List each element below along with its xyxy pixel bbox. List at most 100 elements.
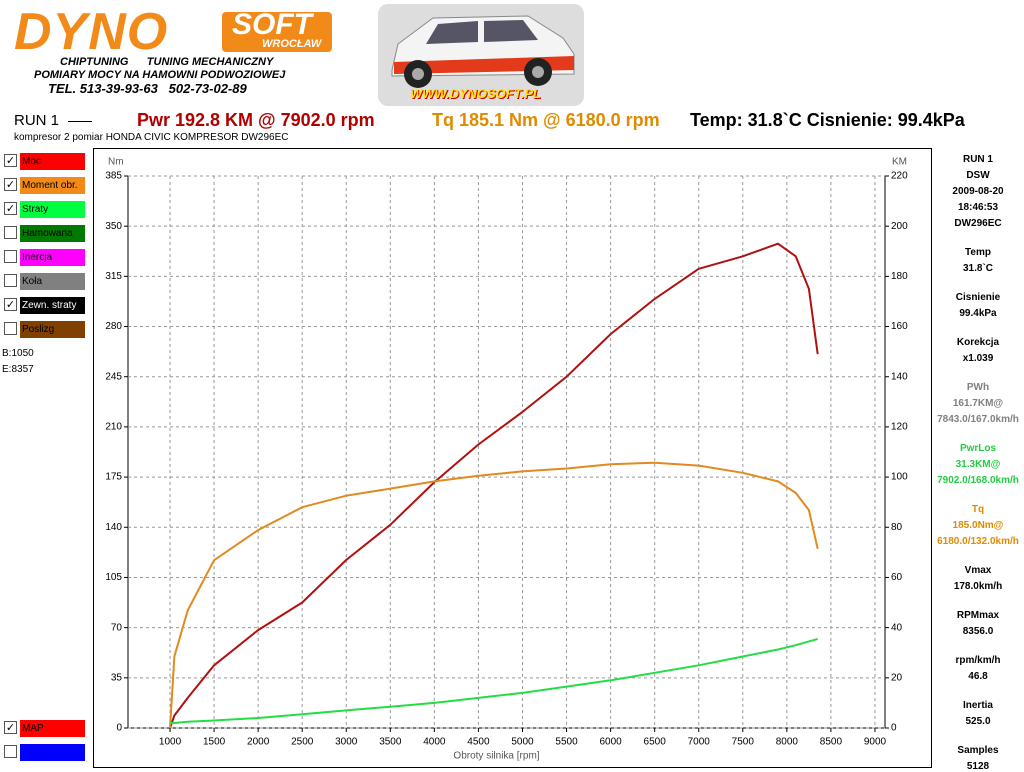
conditions: Temp: 31.8`C Cisnienie: 99.4kPa	[690, 110, 965, 130]
x-tick-label: 5000	[511, 737, 534, 748]
y2-tick-label: 20	[891, 672, 903, 683]
toggle-label: Straty	[20, 201, 85, 218]
checkbox[interactable]	[4, 250, 17, 263]
y-tick-label: 350	[105, 221, 122, 232]
x-tick-label: 4500	[467, 737, 490, 748]
toggle-label: Moment obr.	[20, 177, 85, 194]
range-begin: B:1050	[2, 348, 34, 359]
logo-soft: SOFT	[232, 8, 312, 41]
logo: DYNO	[14, 3, 169, 61]
toggle[interactable]: ✓ Moment obr.	[4, 177, 85, 194]
toggle[interactable]: Koła	[4, 273, 85, 290]
x-tick-label: 1500	[203, 737, 226, 748]
info-line: RPMmax	[956, 610, 1000, 621]
info-line: 5128	[966, 761, 990, 772]
y2-tick-label: 100	[891, 472, 908, 483]
logo-city: WROCŁAW	[262, 38, 322, 50]
range-end: E:8357	[2, 364, 34, 375]
checkbox[interactable]: ✓	[4, 178, 17, 191]
y2-tick-label: 80	[891, 522, 903, 533]
info-line: 161.7KM@	[952, 398, 1004, 409]
toggle[interactable]: Hamowana	[4, 225, 85, 242]
y2-tick-label: 60	[891, 572, 903, 583]
toggle-label: Koła	[20, 273, 85, 290]
x-tick-label: 3000	[335, 737, 358, 748]
y-tick-label: 245	[105, 371, 122, 382]
car-image	[378, 4, 584, 106]
y2-axis-label: KM	[892, 157, 907, 168]
y-tick-label: 70	[111, 622, 123, 633]
x-tick-label: 5500	[555, 737, 578, 748]
y-tick-label: 210	[105, 422, 122, 433]
toggle-label: Zewn. straty	[20, 297, 85, 314]
checkbox[interactable]: ✓	[4, 154, 17, 167]
info-line: Vmax	[964, 565, 992, 576]
run-name: RUN 1	[14, 112, 60, 129]
info-line: PWh	[966, 382, 990, 393]
car-url: WWW.DYNOSOFT.PL	[410, 86, 541, 101]
x-tick-label: 7000	[688, 737, 711, 748]
y2-tick-label: 160	[891, 321, 908, 332]
description: kompresor 2 pomiar HONDA CIVIC KOMPRESOR…	[14, 132, 289, 143]
header-line: CHIPTUNING TUNING MECHANICZNY	[60, 56, 274, 68]
y-tick-label: 0	[116, 723, 122, 734]
info-line: Cisnienie	[955, 292, 1001, 303]
x-tick-label: 6500	[644, 737, 667, 748]
info-line: DW296EC	[954, 218, 1002, 229]
toggle-label: Poslizg	[20, 321, 85, 338]
toggle-label: Inercja	[20, 249, 85, 266]
info-line: DSW	[966, 170, 990, 181]
toggle[interactable]: ✓ Moc	[4, 153, 85, 170]
y-tick-label: 175	[105, 472, 122, 483]
series-line	[169, 461, 819, 729]
info-line: x1.039	[962, 353, 994, 364]
run-line	[68, 121, 92, 122]
info-line: 99.4kPa	[959, 308, 997, 319]
toggle[interactable]: Poslizg	[4, 321, 85, 338]
info-line: 2009-08-20	[952, 186, 1004, 197]
checkbox[interactable]: ✓	[4, 721, 17, 734]
toggle[interactable]: Inercja	[4, 249, 85, 266]
chart-frame	[93, 148, 932, 768]
series-line	[169, 242, 819, 729]
checkbox[interactable]	[4, 226, 17, 239]
info-line: rpm/km/h	[955, 655, 1001, 666]
toggle-label: Moc	[20, 153, 85, 170]
y-tick-label: 140	[105, 522, 122, 533]
x-tick-label: 2500	[291, 737, 314, 748]
info-line: 178.0km/h	[953, 581, 1003, 592]
x-tick-label: 8000	[776, 737, 799, 748]
toggle[interactable]	[4, 744, 85, 761]
y2-tick-label: 180	[891, 271, 908, 282]
checkbox[interactable]: ✓	[4, 202, 17, 215]
torque-summary: Tq 185.1 Nm @ 6180.0 rpm	[432, 110, 660, 130]
toggle-label: Hamowana	[20, 225, 85, 242]
y-tick-label: 315	[105, 271, 122, 282]
y2-tick-label: 40	[891, 622, 903, 633]
header-line: POMIARY MOCY NA HAMOWNI PODWOZIOWEJ	[34, 69, 286, 81]
info-line: 8356.0	[962, 626, 994, 637]
info-line: Samples	[957, 745, 999, 756]
toggle[interactable]: ✓ MAP	[4, 720, 85, 737]
y2-tick-label: 220	[891, 171, 908, 182]
x-tick-label: 6000	[599, 737, 622, 748]
y-tick-label: 385	[105, 171, 122, 182]
info-line: 31.8`C	[962, 263, 993, 274]
info-line: Temp	[965, 247, 991, 258]
checkbox[interactable]	[4, 745, 17, 758]
toggle[interactable]: ✓ Zewn. straty	[4, 297, 85, 314]
info-line: Tq	[971, 504, 985, 515]
checkbox[interactable]: ✓	[4, 298, 17, 311]
x-tick-label: 1000	[159, 737, 182, 748]
header-line: TEL. 513-39-93-63 502-73-02-89	[48, 81, 247, 96]
logo-box	[222, 12, 332, 52]
x-tick-label: 9000	[864, 737, 887, 748]
info-line: 46.8	[968, 671, 988, 682]
y2-tick-label: 120	[891, 422, 908, 433]
checkbox[interactable]	[4, 322, 17, 335]
y2-tick-label: 140	[891, 371, 908, 382]
toggle[interactable]: ✓ Straty	[4, 201, 85, 218]
toggle-label: MAP	[20, 720, 85, 737]
checkbox[interactable]	[4, 274, 17, 287]
